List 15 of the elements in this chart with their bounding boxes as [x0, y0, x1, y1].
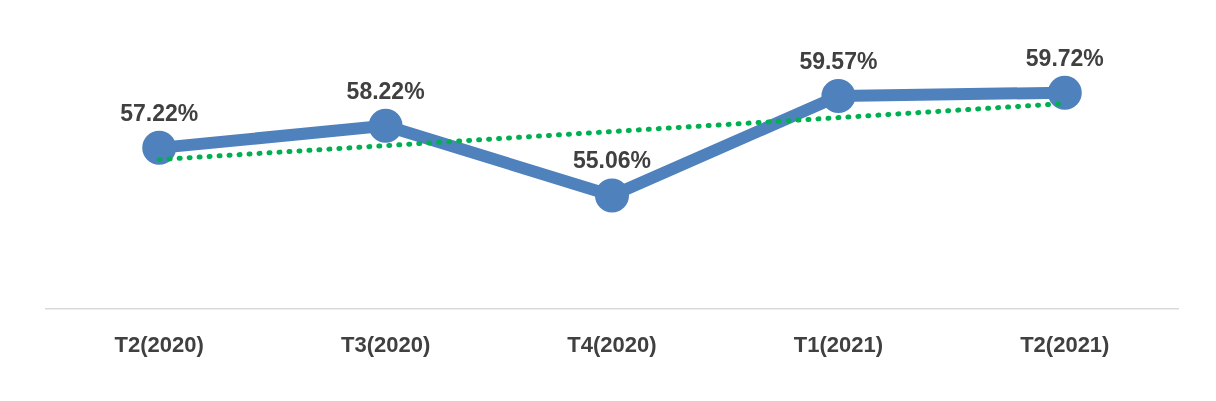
- point: [595, 178, 629, 213]
- point: [368, 108, 403, 143]
- x-tick-label: T2(2020): [114, 331, 204, 357]
- point: [142, 130, 177, 165]
- point: [821, 79, 856, 113]
- x-tick-label: T3(2020): [340, 331, 431, 357]
- data-label: 59.57%: [799, 47, 878, 74]
- x-tick-label: T2(2021): [1020, 331, 1110, 357]
- x-tick-label: T4(2020): [567, 331, 657, 357]
- data-label: 59.72%: [1025, 44, 1104, 71]
- x-tick-label: T1(2021): [793, 331, 884, 357]
- point: [1047, 75, 1082, 110]
- data-label: 57.22%: [120, 99, 199, 126]
- data-label: 55.06%: [572, 147, 652, 174]
- data-label: 58.22%: [346, 77, 425, 104]
